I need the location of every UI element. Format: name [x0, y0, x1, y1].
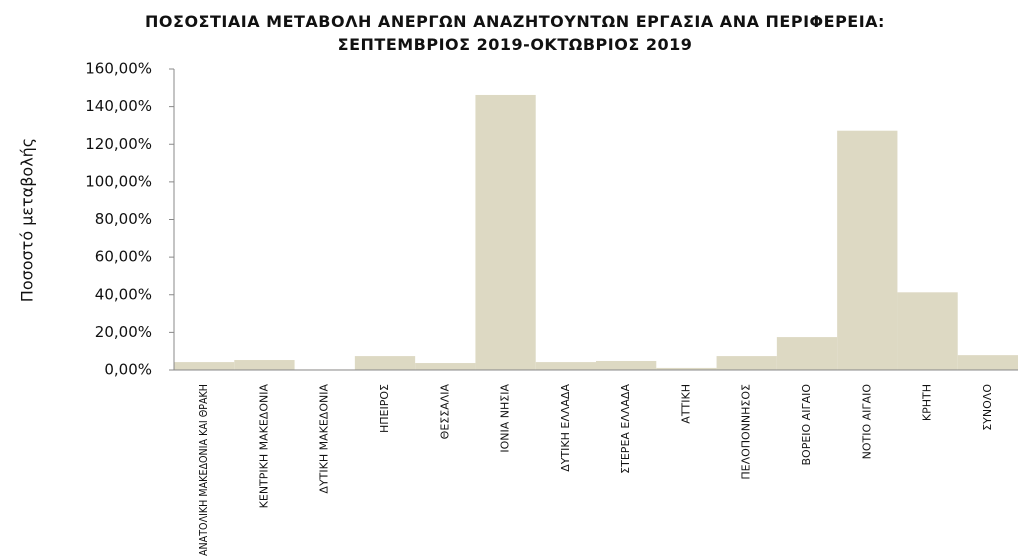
bar	[837, 130, 898, 370]
bar	[174, 362, 235, 370]
x-tick-label: ΠΕΛΟΠΟΝΝΗΣΟΣ	[740, 384, 753, 480]
x-tick-label: ΚΕΝΤΡΙΚΗ ΜΑΚΕΔΟΝΙΑ	[257, 384, 270, 509]
bar	[475, 94, 536, 371]
bar	[776, 337, 838, 370]
y-tick-label: 0,00%	[104, 361, 152, 379]
bar	[716, 356, 777, 370]
y-tick-label: 160,00%	[85, 60, 152, 78]
bar	[234, 360, 295, 370]
y-tick-label: 40,00%	[95, 285, 152, 303]
y-axis-label: Ποσοστό μεταβολής	[18, 138, 37, 302]
y-tick-label: 140,00%	[85, 97, 152, 115]
x-tick-label: ΚΡΗΤΗ	[921, 384, 934, 421]
x-tick-label: ΑΤΤΙΚΗ	[679, 384, 692, 424]
bar	[957, 355, 1018, 370]
bar	[596, 360, 657, 370]
y-tick-label: 100,00%	[85, 172, 152, 190]
bar	[415, 363, 476, 370]
y-tick-label: 20,00%	[95, 323, 152, 341]
x-tick-label: ΙΟΝΙΑ ΝΗΣΙΑ	[499, 384, 512, 453]
x-tick-label: ΑΝΑΤΟΛΙΚΗ ΜΑΚΕΔΟΝΙΑ ΚΑΙ ΘΡΑΚΗ	[197, 384, 210, 556]
x-tick-label: ΗΠΕΙΡΟΣ	[378, 384, 391, 433]
x-tick-label: ΔΥΤΙΚΗ ΕΛΛΑΔΑ	[559, 384, 572, 472]
y-tick-label: 60,00%	[95, 248, 152, 266]
bar	[535, 362, 596, 370]
x-tick-label: ΒΟΡΕΙΟ ΑΙΓΑΙΟ	[800, 384, 813, 466]
x-tick-label: ΣΥΝΟΛΟ	[981, 384, 994, 431]
x-tick-label: ΣΤΕΡΕΑ ΕΛΛΑΔΑ	[619, 384, 632, 474]
y-tick-label: 80,00%	[95, 210, 152, 228]
chart-title: ΠΟΣΟΣΤΙΑΙΑ ΜΕΤΑΒΟΛΗ ΑΝΕΡΓΩΝ ΑΝΑΖΗΤΟΥΝΤΩΝ…	[145, 12, 885, 54]
bar	[897, 292, 958, 370]
x-tick-label: ΔΥΤΙΚΗ ΜΑΚΕΔΟΝΙΑ	[318, 384, 331, 494]
bar	[656, 367, 717, 370]
y-tick-label: 120,00%	[85, 135, 152, 153]
bar	[354, 356, 416, 370]
x-tick-label: ΝΟΤΙΟ ΑΙΓΑΙΟ	[860, 384, 873, 460]
x-tick-label: ΘΕΣΣΑΛΙΑ	[438, 384, 451, 440]
